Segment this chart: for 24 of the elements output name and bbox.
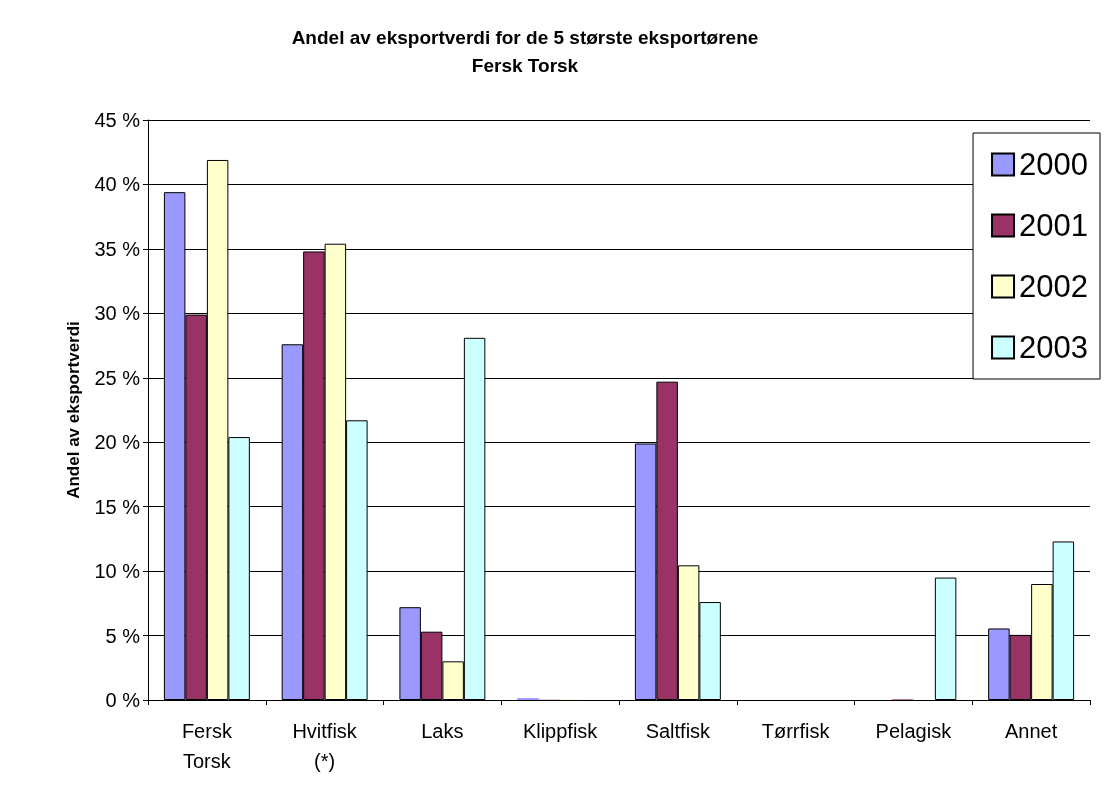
y-tick-label: 0 % <box>105 689 141 711</box>
y-axis-title: Andel av eksportverdi <box>64 321 83 499</box>
chart-title: Andel av eksportverdi for de 5 største eksportørene Fersk Torsk <box>291 26 759 76</box>
y-tick-label: 5 % <box>105 624 141 647</box>
x-tick-label: Tørrfisk <box>761 720 831 742</box>
y-tick-label: 40 % <box>94 173 141 196</box>
y-tick-label: 35 % <box>94 237 141 260</box>
x-tick-label: Saltfisk <box>645 720 712 742</box>
x-tick-label: Laks <box>421 720 464 742</box>
y-tick-label: 15 % <box>94 495 141 518</box>
legend-label: 2003 <box>1019 330 1089 365</box>
x-tick-label: Annet <box>1004 720 1058 742</box>
y-tick-label: 10 % <box>94 560 141 583</box>
x-tick-label: Hvitfisk (*) <box>292 720 358 772</box>
y-tick-label: 30 % <box>94 302 141 325</box>
x-tick-label: Fersk Torsk <box>181 720 233 772</box>
x-tick-label: Pelagisk <box>875 720 953 742</box>
legend-label: 2001 <box>1019 208 1089 243</box>
legend-label: 2002 <box>1019 269 1089 304</box>
legend-label: 2000 <box>1019 147 1089 182</box>
y-tick-label: 25 % <box>94 366 141 389</box>
y-tick-label: 45 % <box>94 109 141 131</box>
y-tick-label: 20 % <box>94 431 141 454</box>
x-tick-label: Klippfisk <box>522 720 599 742</box>
